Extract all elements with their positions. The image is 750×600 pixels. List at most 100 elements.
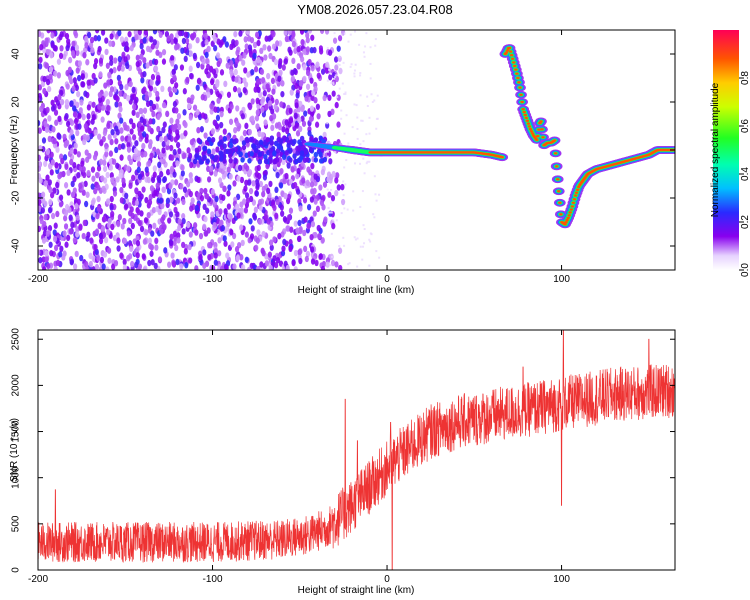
snr-x-tick-label: -200	[28, 574, 48, 585]
spectrogram-noise-cell	[306, 203, 312, 211]
spectrogram-noise-cell	[298, 80, 303, 87]
spectrogram-noise-cell	[287, 30, 293, 36]
spectrogram-noise-cell	[218, 139, 223, 146]
spectrogram-noise-cell	[257, 151, 263, 157]
spectrogram-noise-cell	[226, 190, 231, 197]
spectrogram-noise-cell	[48, 163, 53, 170]
spectrogram-noise-cell	[336, 45, 341, 52]
spectrogram-noise-cell	[119, 83, 124, 91]
spectrogram-noise-cell	[82, 138, 87, 146]
spectrogram-noise-cell	[72, 175, 77, 183]
spectrogram-noise-cell	[88, 260, 93, 268]
colorbar-ticks: 0.0 0.2 0.4 0.6 0.8	[739, 71, 750, 277]
spectrogram-noise-cell	[80, 73, 85, 80]
spectrogram-noise-cell	[240, 239, 245, 247]
spectrogram-noise-cell	[175, 118, 180, 125]
spectrogram-noise-cell	[181, 198, 186, 206]
spectrogram-noise-cell	[195, 61, 201, 69]
spectrogram-y-tick-label: -20	[11, 190, 22, 205]
spectrogram-noise-cell	[263, 154, 268, 160]
spectrogram-noise-cell	[121, 51, 126, 59]
spectrogram-noise-cell	[120, 223, 125, 230]
spectrogram-noise-cell	[101, 263, 106, 270]
spectrogram-noise-cell	[158, 130, 163, 138]
spectrogram-noise-cell	[82, 219, 87, 227]
spectrogram-noise-cell	[132, 103, 137, 111]
spectrogram-noise-cell	[349, 33, 352, 36]
spectrogram-noise-cell	[74, 84, 79, 92]
spectrogram-noise-cell	[254, 115, 260, 122]
spectrogram-noise-cell	[131, 93, 137, 100]
spectrogram-noise-cell	[69, 147, 74, 155]
spectrogram-noise-cell	[81, 166, 86, 173]
spectrogram-noise-cell	[47, 135, 52, 143]
spectrogram-noise-cell	[330, 82, 333, 85]
spectrogram-noise-cell	[94, 228, 100, 235]
spectrogram-noise-cell	[155, 148, 161, 155]
spectrogram-noise-cell	[162, 121, 167, 128]
spectrogram-noise-cell	[54, 162, 59, 169]
spectrogram-noise-cell	[255, 97, 260, 105]
spectrogram-noise-cell	[148, 139, 153, 146]
spectrogram-noise-cell	[236, 87, 242, 94]
spectrogram-noise-cell	[163, 135, 168, 143]
spectrogram-noise-cell	[55, 181, 60, 189]
spectrogram-noise-cell	[217, 237, 222, 244]
spectrogram-noise-cell	[249, 195, 254, 203]
spectrogram-noise-cell	[113, 259, 119, 267]
spectrogram-noise-cell	[58, 52, 64, 60]
spectrogram-noise-cell	[253, 147, 259, 154]
spectrogram-ridge-cell	[520, 100, 524, 104]
spectrogram-noise-cell	[378, 256, 381, 259]
spectrogram-noise-cell	[295, 92, 300, 99]
spectrogram-noise-cell	[271, 113, 277, 120]
spectrogram-noise-cell	[268, 52, 273, 60]
spectrogram-noise-cell	[343, 132, 346, 135]
spectrogram-noise-cell	[183, 130, 188, 137]
spectrogram-noise-cell	[76, 74, 82, 82]
spectrogram-noise-cell	[261, 190, 266, 198]
spectrogram-noise-cell	[38, 225, 42, 233]
spectrogram-noise-cell	[276, 131, 281, 139]
spectrogram-noise-cell	[76, 171, 81, 179]
spectrogram-noise-cell	[108, 158, 113, 165]
spectrogram-noise-cell	[247, 169, 253, 176]
spectrogram-noise-cell	[292, 67, 298, 75]
spectrogram-noise-cell	[244, 122, 249, 130]
spectrogram-noise-cell	[273, 103, 278, 111]
spectrogram-noise-cell	[342, 236, 345, 239]
spectrogram-ridge-cell	[569, 208, 574, 211]
spectrogram-noise-cell	[295, 172, 300, 180]
spectrogram-noise-cell	[137, 263, 143, 270]
spectrogram-noise-cell	[147, 159, 152, 167]
spectrogram-x-tick-label: 0	[384, 274, 390, 285]
spectrogram-noise-cell	[313, 151, 319, 158]
spectrogram-noise-cell	[284, 35, 289, 43]
spectrogram-noise-cell	[302, 64, 307, 71]
spectrogram-noise-cell	[38, 30, 42, 37]
spectrogram-noise-cell	[358, 43, 361, 46]
spectrogram-noise-cell	[93, 129, 98, 136]
spectrogram-noise-cell	[138, 107, 143, 115]
spectrogram-noise-cell	[296, 167, 301, 175]
spectrogram-noise-cell	[207, 253, 212, 261]
spectrogram-noise-cell	[50, 42, 55, 49]
spectrogram-noise-cell	[38, 249, 41, 256]
spectrogram-noise-cell	[161, 186, 166, 193]
spectrogram-noise-cell	[268, 239, 274, 246]
spectrogram-noise-cell	[117, 55, 122, 63]
spectrogram-noise-cell	[269, 140, 275, 146]
spectrogram-noise-cell	[170, 60, 175, 67]
spectrogram-noise-cell	[182, 152, 187, 159]
spectrogram-noise-cell	[375, 199, 378, 202]
spectrogram-noise-cell	[161, 214, 166, 221]
spectrogram-noise-cell	[230, 241, 235, 248]
spectrogram-noise-cell	[57, 133, 62, 140]
spectrogram-noise-cell	[137, 219, 142, 227]
spectrogram-noise-cell	[48, 198, 53, 206]
spectrogram-noise-cell	[215, 52, 221, 59]
spectrogram-noise-cell	[126, 141, 131, 148]
spectrogram-noise-cell	[125, 45, 130, 53]
spectrogram-noise-cell	[140, 125, 145, 132]
spectrogram-noise-cell	[228, 213, 233, 220]
